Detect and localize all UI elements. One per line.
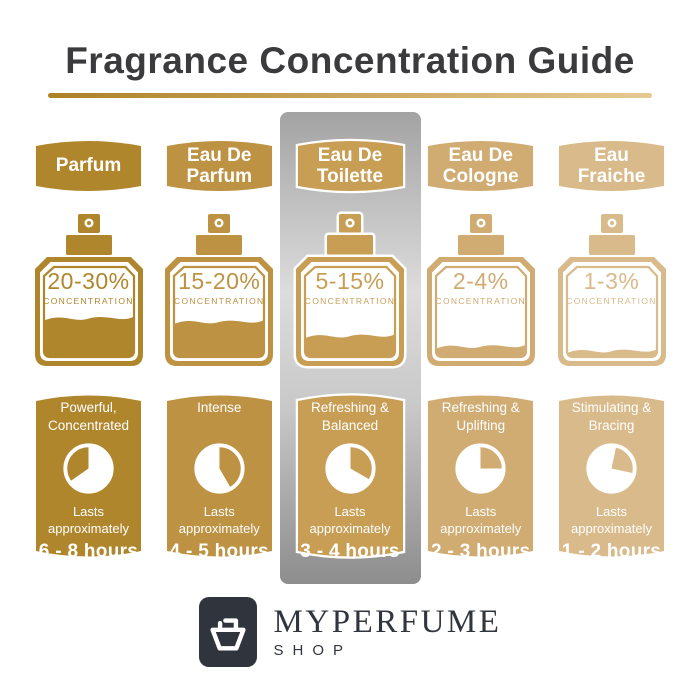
concentration-label: CONCENTRATION — [304, 296, 396, 306]
concentration-value: 1-3% — [583, 268, 640, 294]
duration-value: 2 - 3 hours — [431, 540, 531, 562]
concentration-text: 20-30% CONCENTRATION — [29, 268, 149, 307]
brand-sub: SHOP — [273, 642, 353, 660]
header-ribbon-shape — [166, 141, 272, 191]
column-name: Eau Fraiche — [577, 144, 646, 187]
duration-card: Stimulating & Bracing Lasts approximatel… — [553, 388, 670, 564]
perfume-bottle: 20-30% CONCENTRATION — [29, 213, 149, 366]
concentration-value: 20-30% — [47, 268, 130, 294]
column-header: Eau De Cologne — [422, 135, 539, 197]
concentration-label: CONCENTRATION — [435, 296, 526, 306]
scent-character: Refreshing & Balanced — [310, 400, 390, 433]
duration-card: Powerful, Concentrated Lasts approximate… — [30, 388, 147, 564]
liquid-fill — [43, 316, 134, 357]
spray-bottle-icon — [165, 214, 274, 366]
concentration-text: 2-4% CONCENTRATION — [421, 268, 541, 307]
clock-icon — [324, 443, 376, 494]
bottle-cap — [588, 235, 635, 255]
liquid-fill — [435, 344, 526, 357]
perfume-bottle: 15-20% CONCENTRATION — [159, 213, 279, 366]
column-header: Parfum — [30, 135, 147, 197]
header-ribbon-shape — [35, 141, 142, 191]
header-ribbon-shape — [428, 141, 534, 191]
concentration-value: 5-15% — [315, 268, 385, 294]
lasts-label: Lasts approximately — [571, 504, 652, 536]
spray-bottle-icon — [293, 211, 407, 369]
scent-character: Refreshing & Uplifting — [441, 400, 520, 433]
header-ribbon-shape — [558, 141, 665, 191]
concentration-text: 1-3% CONCENTRATION — [552, 268, 672, 307]
clock-icon — [63, 443, 114, 494]
scent-character: Powerful, Concentrated — [47, 400, 130, 433]
spray-bottle-icon — [426, 214, 535, 366]
clock-icon — [586, 443, 637, 494]
fragrance-columns: Parfum 20-30% CONCENTRATION — [30, 135, 670, 564]
spray-bottle-icon — [557, 214, 666, 366]
perfume-bottle: 5-15% CONCENTRATION — [290, 211, 410, 369]
bottle-cap — [457, 235, 504, 255]
liquid-fill — [305, 334, 395, 357]
duration-card: Intense Lasts approximately 4 - 5 hours — [161, 388, 278, 564]
bottle-cap — [324, 232, 376, 258]
concentration-label: CONCENTRATION — [43, 296, 134, 306]
liquid-fill — [566, 349, 657, 357]
duration-card: Refreshing & Uplifting Lasts approximate… — [422, 388, 539, 564]
clock-icon — [194, 443, 245, 494]
column-name: Parfum — [55, 155, 122, 177]
concentration-label: CONCENTRATION — [566, 296, 657, 306]
duration-value: 6 - 8 hours — [38, 540, 139, 562]
concentration-value: 15-20% — [178, 268, 261, 294]
perfume-bottle-logo-icon — [209, 618, 246, 651]
column-header: Eau De Parfum — [161, 135, 278, 197]
lasts-label: Lasts approximately — [178, 504, 260, 536]
spray-bottle-icon — [34, 214, 143, 366]
scent-character: Intense — [197, 400, 242, 415]
scent-character: Stimulating & Bracing — [571, 400, 652, 433]
footer: MYPERFUME SHOP — [0, 597, 700, 667]
brand-name: MYPERFUME — [273, 603, 502, 640]
bottle-cap — [65, 235, 112, 255]
column-eau-fraiche: Eau Fraiche 1-3% CONCENTRATION — [553, 135, 670, 564]
column-eau-de-parfum: Eau De Parfum 15-20% CONCENTRATION — [161, 135, 278, 564]
column-parfum: Parfum 20-30% CONCENTRATION — [30, 135, 147, 564]
duration-value: 4 - 5 hours — [169, 540, 269, 562]
perfume-bottle: 1-3% CONCENTRATION — [552, 213, 672, 366]
concentration-value: 2-4% — [452, 268, 509, 294]
lasts-label: Lasts approximately — [309, 504, 391, 536]
column-name: Eau De Parfum — [186, 144, 252, 187]
concentration-text: 5-15% CONCENTRATION — [290, 268, 410, 307]
column-name: Eau De Toilette — [316, 144, 384, 187]
myperfume-logo — [198, 597, 257, 667]
column-header: Eau De Toilette — [292, 135, 409, 197]
perfume-bottle: 2-4% CONCENTRATION — [421, 213, 541, 366]
column-eau-de-toilette: Eau De Toilette 5-15% CONCENTRATION — [292, 135, 409, 564]
lasts-label: Lasts approximately — [48, 504, 129, 536]
page-title: Fragrance Concentration Guide — [65, 40, 635, 81]
duration-value: 3 - 4 hours — [300, 540, 400, 562]
lasts-label: Lasts approximately — [440, 504, 522, 536]
duration-card: Refreshing & Balanced Lasts approximatel… — [292, 388, 409, 564]
column-header: Eau Fraiche — [553, 135, 670, 197]
column-eau-de-cologne: Eau De Cologne 2-4% CONCENTRATION — [422, 135, 539, 564]
duration-value: 1 - 2 hours — [561, 540, 662, 562]
concentration-text: 15-20% CONCENTRATION — [159, 268, 279, 307]
title-underline — [48, 93, 652, 98]
header-ribbon-shape — [295, 138, 405, 194]
liquid-fill — [174, 320, 265, 357]
concentration-label: CONCENTRATION — [174, 296, 265, 306]
bottle-cap — [196, 235, 243, 255]
clock-icon — [455, 443, 506, 494]
column-name: Eau De Cologne — [442, 144, 519, 187]
